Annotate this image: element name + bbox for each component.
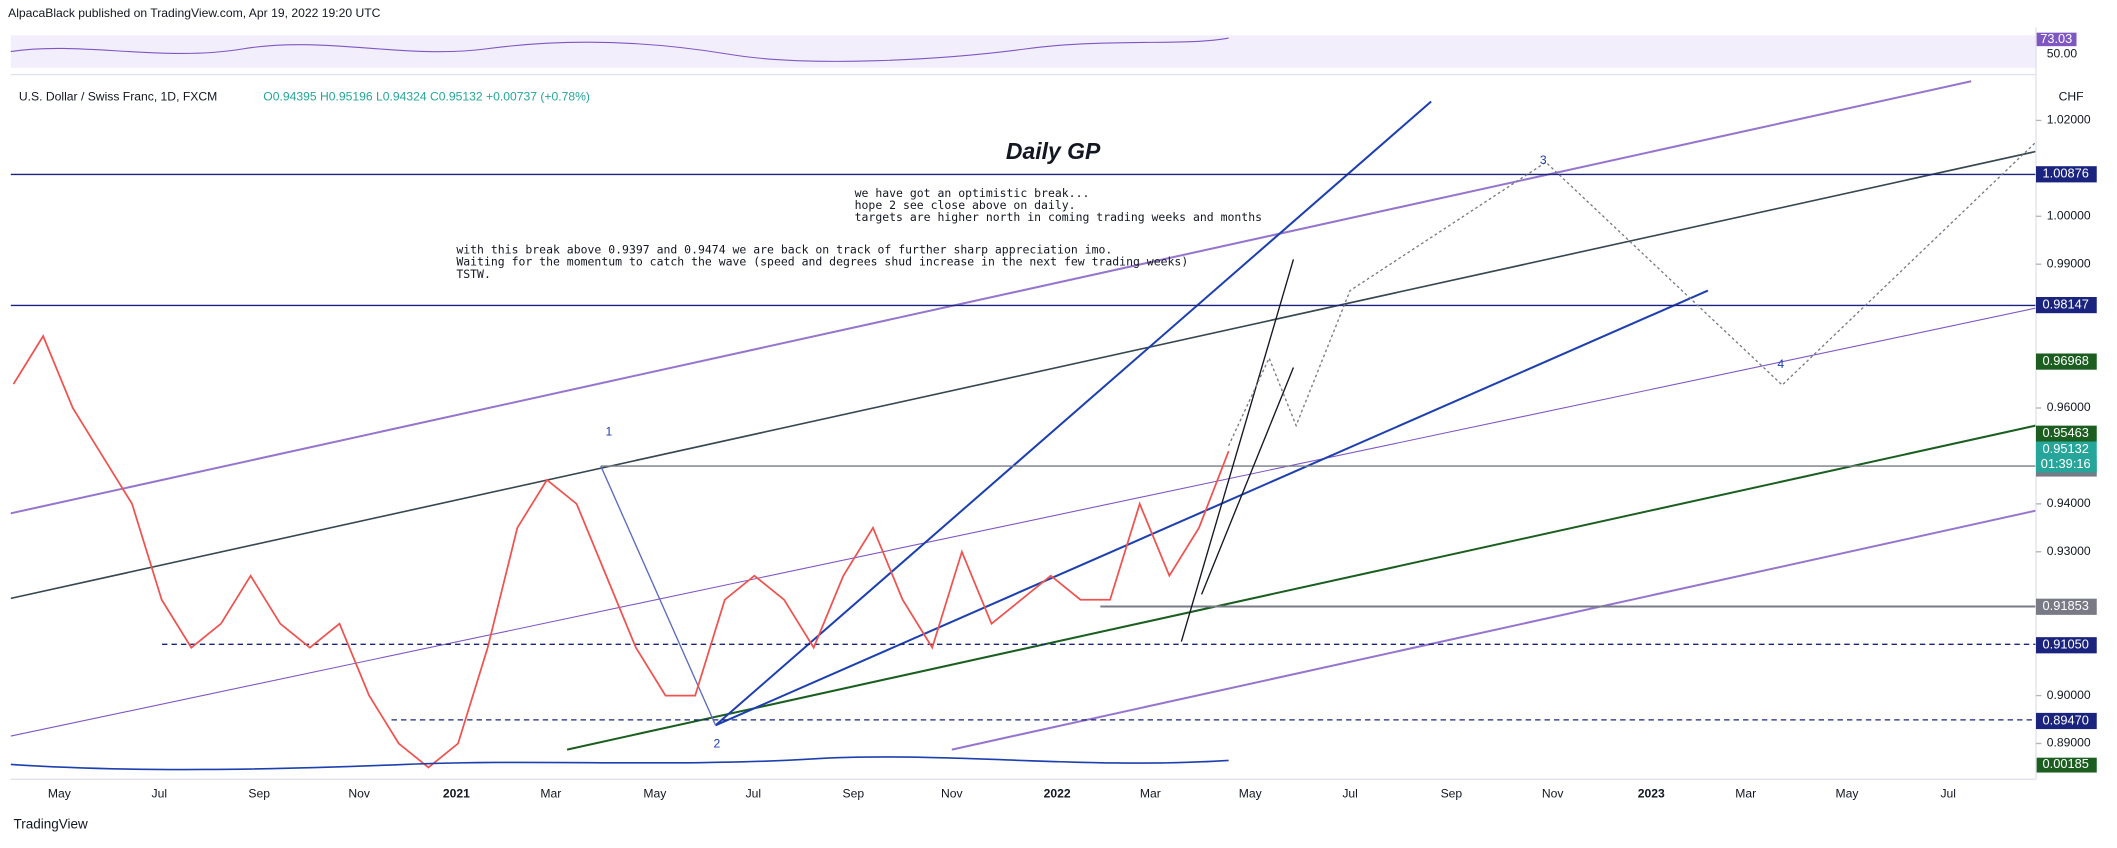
time-label: Sep (248, 786, 270, 800)
time-label: Jul (1940, 786, 1956, 800)
time-label: 2022 (1044, 786, 1071, 800)
wave-label: 2 (714, 736, 721, 750)
price-line (12, 334, 1230, 769)
price-tick-label: 0.89000 (2047, 736, 2091, 750)
rsi-band (10, 35, 2036, 68)
wave-label: 1 (606, 425, 613, 439)
rsi-mid: 50.00 (2047, 46, 2078, 60)
wave-label: 4 (1777, 357, 1784, 371)
countdown-box (2035, 456, 2097, 473)
time-label: May (1239, 786, 1263, 800)
symbol: U.S. Dollar / Swiss Franc, 1D, FXCM (19, 90, 217, 104)
price-level-label: 0.91853 (2043, 598, 2089, 613)
time-label: Nov (1542, 786, 1565, 800)
price-level-label: 0.91050 (2043, 637, 2089, 652)
price-level-label: 0.95463 (2043, 425, 2089, 440)
note: we have got an optimistic break... (855, 186, 1090, 200)
price-tick-label: 0.93000 (2047, 544, 2091, 558)
currency: CHF (2059, 90, 2084, 104)
note: targets are higher north in coming tradi… (855, 210, 1262, 224)
macd-value: 0.00185 (2043, 756, 2089, 771)
note: TSTW. (456, 267, 491, 281)
price-tick-label: 0.90000 (2047, 688, 2091, 702)
price-tick-label: 1.02000 (2047, 113, 2091, 127)
time-label: May (1836, 786, 1860, 800)
time-label: Mar (540, 786, 561, 800)
time-label: Nov (348, 786, 371, 800)
time-label: Sep (1441, 786, 1463, 800)
note: hope 2 see close above on daily. (855, 198, 1076, 212)
time-label: Sep (842, 786, 864, 800)
time-label: 2023 (1638, 786, 1665, 800)
wave-label: 3 (1540, 153, 1547, 167)
price-tick-label: 0.96000 (2047, 400, 2091, 414)
countdown: 01:39:16 (2041, 456, 2091, 471)
price-level-label: 0.98147 (2043, 296, 2089, 311)
price-level-box (2035, 166, 2097, 183)
price-tick-label: 0.99000 (2047, 256, 2091, 270)
note: with this break above 0.9397 and 0.9474 … (456, 243, 1112, 257)
time-label: Jul (746, 786, 762, 800)
price-tick-label: 1.00000 (2047, 208, 2091, 222)
drawings (10, 80, 2037, 751)
price-level-label: 1.00876 (2043, 166, 2089, 181)
rsi-box (2035, 32, 2077, 47)
macd-box (2035, 757, 2097, 773)
price-tick-label: 0.94000 (2047, 496, 2091, 510)
footer: TradingView (14, 817, 89, 832)
rsi-value: 73.03 (2040, 31, 2072, 46)
price-level-label: 0.96968 (2043, 353, 2089, 368)
price-level-box (2035, 425, 2097, 442)
price-level-box (2035, 712, 2097, 730)
title: Daily GP (1006, 138, 1101, 164)
time-label: May (643, 786, 667, 800)
price-level-label: 0.89470 (2043, 712, 2089, 727)
note: Waiting for the momentum to catch the wa… (456, 255, 1188, 269)
publisher: AlpacaBlack published on TradingView.com… (8, 6, 381, 20)
time-label: Mar (1735, 786, 1756, 800)
price-level-label: 0.95132 (2043, 441, 2089, 456)
time-label: Jul (152, 786, 168, 800)
price-level-box (2035, 441, 2097, 458)
time-label: 2021 (443, 786, 470, 800)
ohlc: O0.94395 H0.95196 L0.94324 C0.95132 +0.0… (263, 90, 590, 104)
rsi-line (10, 37, 1229, 62)
time-label: Mar (1140, 786, 1161, 800)
time-label: Nov (941, 786, 964, 800)
time-label: May (48, 786, 72, 800)
price-level-box (2035, 296, 2097, 314)
price-level-box (2035, 637, 2097, 654)
price-level-box (2035, 598, 2097, 615)
time-label: Jul (1342, 786, 1358, 800)
macd-line (10, 756, 1229, 771)
price-level-box (2035, 353, 2097, 370)
